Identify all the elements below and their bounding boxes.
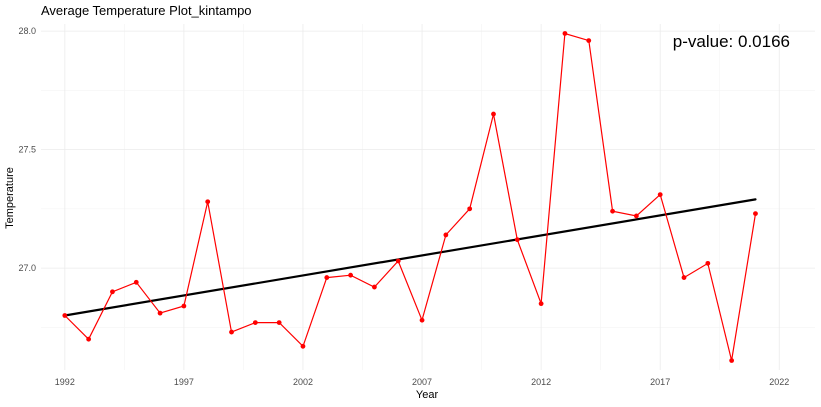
x-tick-label: 2022	[769, 377, 789, 387]
x-tick-label: 1997	[174, 377, 194, 387]
x-tick-label: 1992	[55, 377, 75, 387]
chart-title: Average Temperature Plot_kintampo	[41, 3, 252, 18]
data-point	[157, 310, 163, 316]
data-point	[610, 208, 615, 214]
data-point	[514, 237, 520, 243]
axis-ticks: 1992 1997 2002 2007 2012 2017 2022 27.0 27.5 28.0	[18, 26, 789, 387]
data-point	[62, 313, 68, 318]
p-value-annotation: p-value: 0.0166	[673, 32, 790, 51]
series-line	[64, 32, 757, 361]
data-point	[348, 272, 353, 278]
x-tick-label: 2012	[531, 377, 551, 387]
data-point	[586, 38, 592, 43]
trend-line	[63, 198, 757, 317]
data-point	[372, 284, 377, 290]
x-tick-label: 2017	[650, 377, 670, 387]
x-tick-label: 2007	[412, 377, 432, 387]
data-point	[205, 199, 211, 205]
data-point	[300, 343, 306, 349]
y-tick-label: 27.0	[18, 263, 36, 273]
grid	[41, 24, 815, 370]
data-point	[538, 301, 544, 307]
data-point	[229, 329, 234, 335]
y-tick-label: 28.0	[18, 26, 36, 36]
data-point	[443, 232, 449, 238]
data-point	[181, 303, 187, 309]
x-tick-label: 2002	[293, 377, 313, 387]
temperature-series	[62, 31, 758, 363]
data-point	[491, 111, 496, 117]
data-point	[276, 320, 282, 326]
x-axis-title: Year	[416, 389, 439, 401]
y-axis-title: Temperature	[4, 167, 16, 229]
data-point	[657, 192, 663, 198]
data-point	[729, 358, 735, 363]
data-point	[633, 213, 639, 219]
data-point	[110, 289, 115, 295]
data-point	[419, 317, 425, 323]
data-point	[133, 279, 139, 285]
y-tick-label: 27.5	[18, 145, 36, 155]
trend-line-segment	[63, 198, 757, 317]
data-point	[86, 336, 92, 342]
data-point	[705, 260, 711, 266]
data-point	[467, 206, 473, 212]
data-point	[562, 31, 568, 36]
data-point	[681, 275, 687, 280]
data-point	[324, 275, 330, 280]
data-point	[753, 211, 758, 216]
data-point	[395, 258, 401, 264]
data-point	[252, 320, 258, 326]
